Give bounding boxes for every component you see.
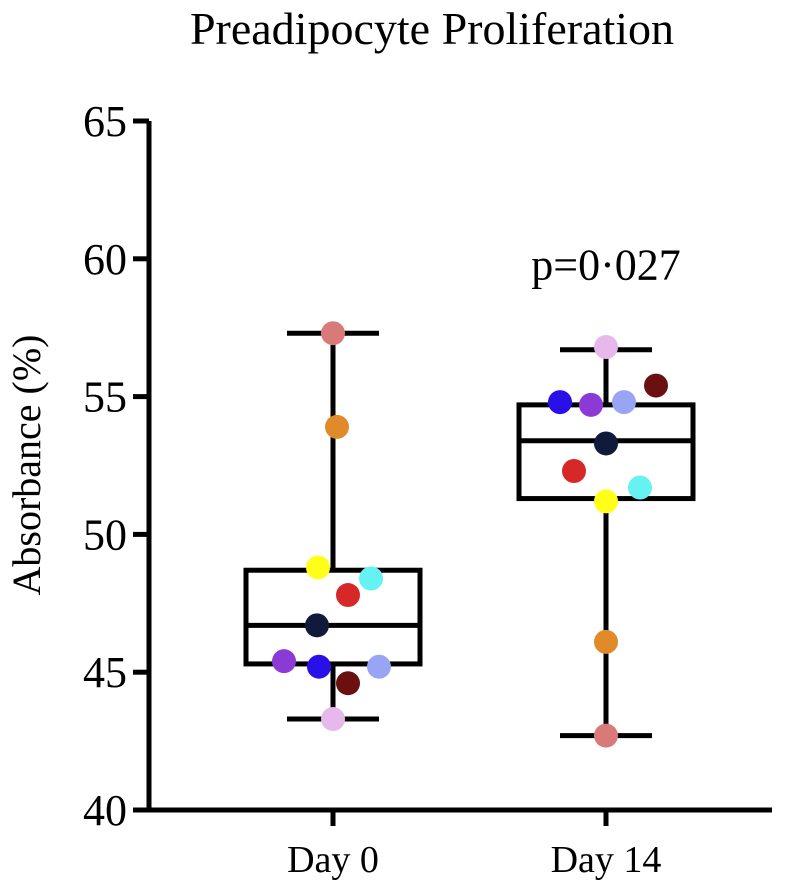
y-tick-label: 60 <box>83 235 127 284</box>
data-point <box>325 414 349 439</box>
data-point <box>628 475 652 500</box>
data-point <box>306 555 330 580</box>
x-tick-label: Day 14 <box>551 839 662 881</box>
data-point <box>562 459 586 484</box>
y-axis-label: Absorbance (%) <box>4 335 49 596</box>
data-point <box>612 390 636 415</box>
data-point <box>336 671 360 696</box>
data-point <box>594 431 618 456</box>
data-point <box>594 489 618 514</box>
y-tick-label: 40 <box>83 786 127 835</box>
data-point <box>594 629 618 654</box>
data-point <box>594 334 618 359</box>
p-value-annotation: p=0·027 <box>531 240 680 289</box>
y-tick-label: 45 <box>83 648 127 697</box>
iqr-box <box>243 567 423 667</box>
data-point <box>336 583 360 608</box>
data-point <box>321 321 345 346</box>
chart-title: Preadipocyte Proliferation <box>190 3 674 54</box>
data-point <box>307 654 331 679</box>
data-points <box>272 321 668 748</box>
data-point <box>367 654 391 679</box>
data-point <box>548 390 572 415</box>
y-axis: 40 45 50 55 60 65 <box>83 97 152 835</box>
data-point <box>644 373 668 398</box>
data-point <box>579 392 603 417</box>
data-point <box>359 566 383 591</box>
data-point <box>272 649 296 674</box>
data-point <box>321 707 345 732</box>
data-point <box>594 723 618 748</box>
box-day-14 <box>516 347 696 739</box>
y-tick-label: 50 <box>83 510 127 559</box>
y-tick-label: 65 <box>83 97 127 146</box>
x-axis: Day 0 Day 14 <box>147 807 772 881</box>
x-tick-label: Day 0 <box>287 839 379 881</box>
data-point <box>305 613 329 638</box>
annotations: p=0·027 <box>531 240 680 289</box>
y-tick-label: 55 <box>83 373 127 422</box>
